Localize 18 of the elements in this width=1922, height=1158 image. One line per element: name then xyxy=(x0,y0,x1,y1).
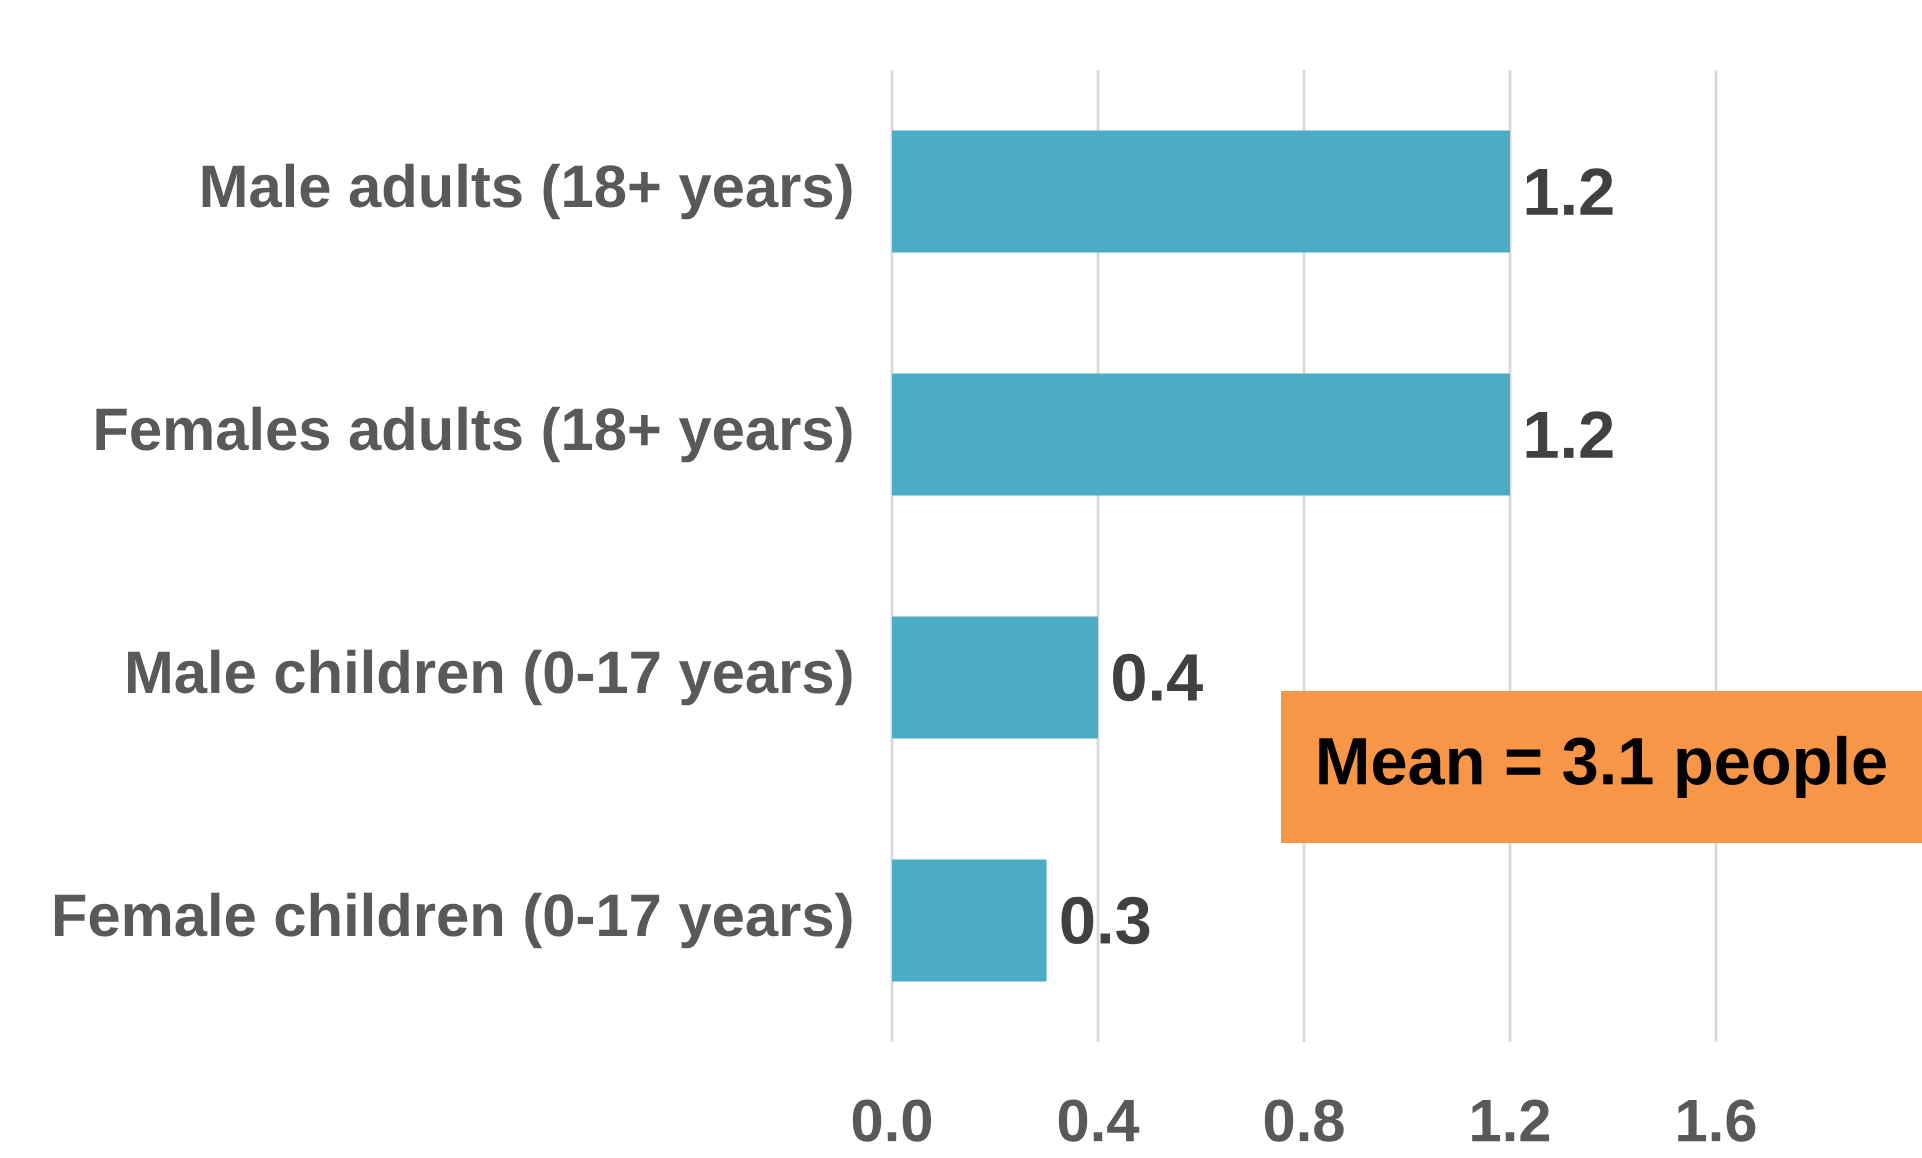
bar xyxy=(892,616,1098,739)
data-label: 0.3 xyxy=(1061,896,1150,945)
y-tick-label: Male adults (18+ years) xyxy=(202,163,852,220)
data-label: 1.2 xyxy=(1526,411,1613,458)
bar xyxy=(892,130,1511,253)
bar xyxy=(892,859,1047,982)
x-tick-label: 0.4 xyxy=(1058,1099,1140,1142)
y-tick-label: Female children (0-17 years) xyxy=(54,892,852,949)
bar xyxy=(892,373,1511,496)
y-tick-label: Male children (0-17 years) xyxy=(128,649,852,706)
x-tick-label: 0.0 xyxy=(852,1099,932,1142)
annotation: Mean = 3.1 people xyxy=(1319,735,1886,799)
x-tick-label: 1.2 xyxy=(1472,1099,1550,1142)
data-label: 1.2 xyxy=(1526,168,1613,215)
x-tick-label: 0.8 xyxy=(1264,1099,1344,1142)
y-tick-label: Females adults (18+ years) xyxy=(96,406,852,463)
data-label: 0.4 xyxy=(1113,653,1203,702)
x-tick-label: 1.6 xyxy=(1678,1099,1756,1142)
